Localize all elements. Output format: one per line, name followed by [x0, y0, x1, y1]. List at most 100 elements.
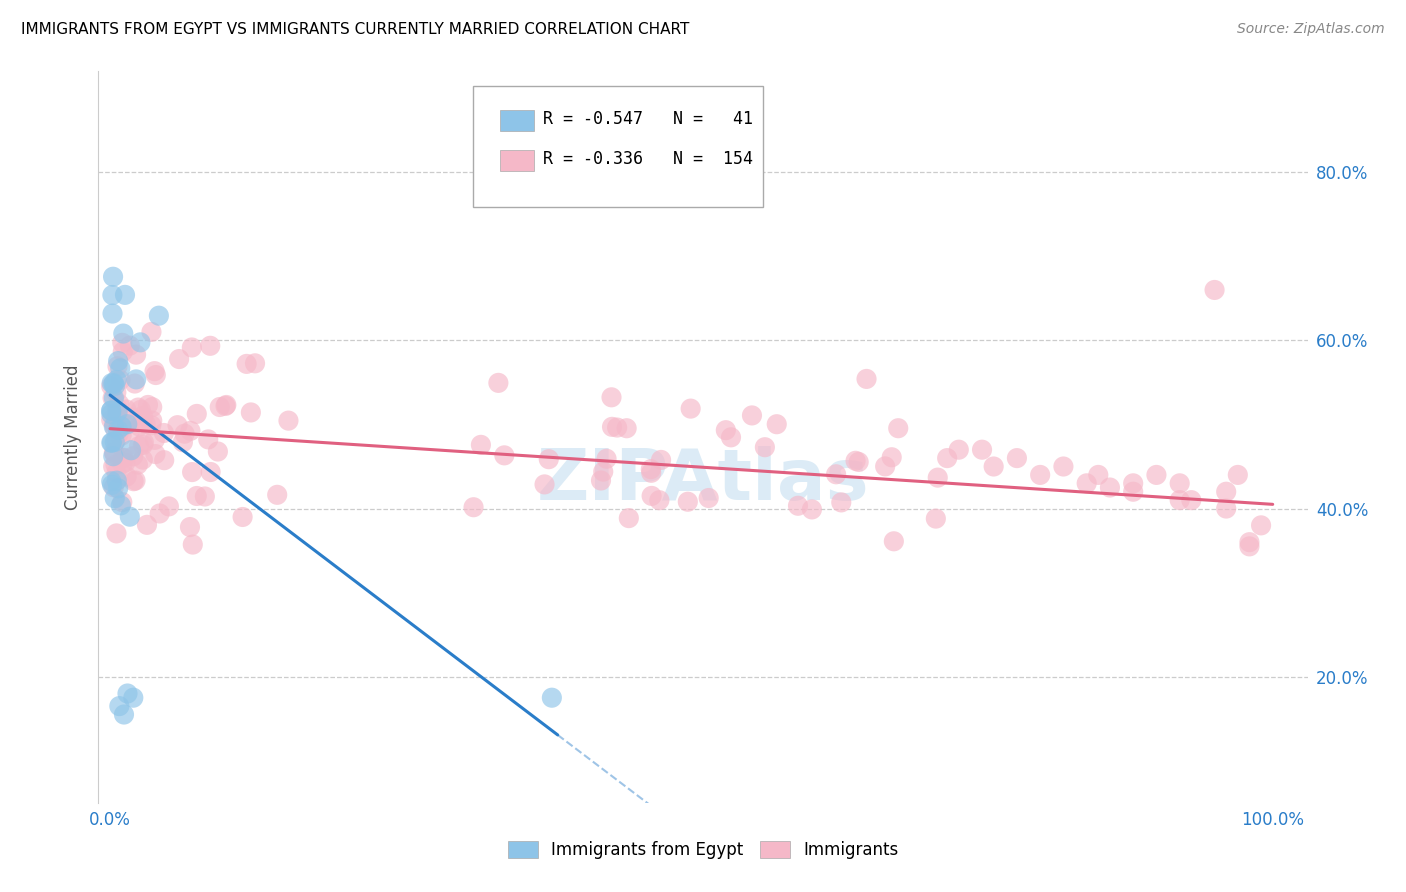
Point [616, 421, 638, 435]
Point [676, 494, 699, 508]
Point [595, 451, 617, 466]
Point [141, 400, 163, 414]
Point [200, 465, 222, 479]
Point [122, 474, 145, 488]
Point [115, 418, 138, 433]
Point [104, 434, 127, 449]
Point [100, 413, 122, 427]
Point [470, 438, 492, 452]
Point [110, 419, 132, 434]
Point [120, 443, 142, 458]
Point [970, 442, 993, 457]
Point [927, 470, 949, 484]
Point [1168, 476, 1191, 491]
Point [787, 499, 810, 513]
Point [118, 338, 141, 352]
Point [110, 499, 132, 513]
Point [104, 411, 127, 425]
Point [100, 403, 122, 417]
Point [100, 403, 122, 417]
Point [617, 511, 640, 525]
Point [107, 426, 129, 441]
Point [194, 490, 217, 504]
Point [592, 465, 614, 479]
Point [127, 458, 149, 472]
Point [640, 466, 662, 480]
Point [124, 474, 146, 488]
Point [105, 385, 128, 400]
Point [103, 417, 125, 431]
Point [1029, 467, 1052, 482]
Point [100, 475, 122, 489]
Point [128, 419, 150, 434]
Point [883, 534, 905, 549]
Point [103, 377, 125, 392]
Point [132, 438, 155, 452]
FancyBboxPatch shape [474, 86, 763, 207]
Point [1180, 493, 1202, 508]
Point [124, 376, 146, 391]
Point [103, 391, 125, 405]
Point [132, 409, 155, 423]
Point [105, 466, 128, 480]
Point [1215, 501, 1237, 516]
Point [112, 326, 135, 341]
Point [235, 357, 257, 371]
Point [117, 417, 139, 432]
Point [232, 510, 254, 524]
Point [118, 509, 141, 524]
Point [173, 426, 195, 441]
Point [754, 440, 776, 454]
Point [153, 425, 176, 440]
Point [104, 491, 127, 506]
Point [180, 341, 202, 355]
Point [101, 288, 124, 302]
Point [107, 423, 129, 437]
Point [765, 417, 787, 432]
Point [111, 428, 134, 442]
Point [101, 459, 124, 474]
Point [125, 348, 148, 362]
Point [537, 452, 560, 467]
Point [104, 379, 127, 393]
Point [111, 450, 134, 465]
Point [101, 477, 124, 491]
Point [640, 489, 662, 503]
Point [600, 420, 623, 434]
Point [197, 433, 219, 447]
Point [111, 335, 134, 350]
Point [714, 423, 737, 437]
Point [107, 406, 129, 420]
Point [105, 526, 128, 541]
Text: ZIPAtlas: ZIPAtlas [537, 447, 869, 516]
Point [118, 424, 141, 438]
Point [103, 419, 125, 434]
Point [887, 421, 910, 435]
Text: R = -0.336   N =  154: R = -0.336 N = 154 [543, 150, 754, 168]
Point [1076, 476, 1098, 491]
Point [112, 707, 135, 722]
Point [948, 442, 970, 457]
Y-axis label: Currently Married: Currently Married [65, 364, 83, 510]
Point [848, 455, 870, 469]
Point [108, 699, 131, 714]
Point [110, 373, 132, 387]
Point [131, 415, 153, 429]
Point [141, 325, 163, 339]
Point [983, 459, 1005, 474]
Point [148, 309, 170, 323]
Point [117, 686, 139, 700]
Point [122, 450, 145, 464]
Point [215, 398, 238, 412]
Point [103, 480, 125, 494]
Point [141, 414, 163, 428]
Point [1052, 459, 1074, 474]
Bar [501, 110, 534, 130]
Point [880, 450, 903, 465]
Point [101, 307, 124, 321]
Point [129, 335, 152, 350]
Point [825, 467, 848, 482]
Point [720, 430, 742, 444]
Point [145, 368, 167, 382]
Point [115, 402, 138, 417]
